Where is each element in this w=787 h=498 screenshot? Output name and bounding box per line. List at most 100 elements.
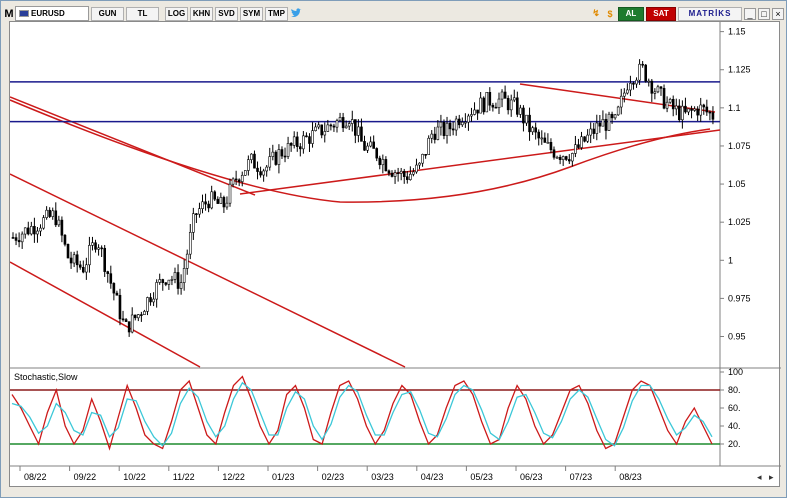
- candle-body: [118, 294, 122, 320]
- candle-body: [289, 143, 293, 146]
- stoch-tick-label: 20.: [728, 439, 741, 449]
- candle-body: [577, 144, 580, 148]
- dollar-icon[interactable]: $: [607, 8, 613, 19]
- time-tick-label: 04/23: [421, 472, 444, 482]
- khn-button[interactable]: KHN: [190, 6, 213, 21]
- candle-body: [262, 170, 265, 176]
- candle-body: [250, 153, 253, 160]
- candle-body: [243, 170, 247, 176]
- period-gun-button[interactable]: GUN: [91, 6, 124, 21]
- candle-body: [329, 124, 333, 127]
- candle-body: [344, 125, 348, 129]
- log-button[interactable]: LOG: [165, 6, 188, 21]
- period-tl-button[interactable]: TL: [126, 6, 159, 21]
- candle-body: [51, 210, 55, 217]
- twitter-icon[interactable]: [290, 8, 302, 20]
- candle-body: [650, 80, 654, 94]
- candle-body: [644, 64, 648, 82]
- candle-body: [137, 314, 140, 319]
- price-tick-label: 0.95: [728, 332, 746, 342]
- stoch-tick-label: 60.: [728, 403, 741, 413]
- refresh-icon[interactable]: ↯: [592, 8, 600, 18]
- candle-body: [430, 133, 434, 139]
- candle-body: [106, 271, 110, 274]
- candle-body: [11, 237, 15, 239]
- symbol-selector[interactable]: EURUSD: [15, 6, 89, 21]
- tmp-label: TMP: [268, 9, 285, 18]
- candle-body: [33, 226, 36, 235]
- candle-body: [393, 172, 397, 177]
- svd-button[interactable]: SVD: [215, 6, 238, 21]
- time-tick-label: 01/23: [272, 472, 295, 482]
- svd-label: SVD: [218, 9, 235, 18]
- candle-body: [127, 321, 131, 333]
- candle-body: [607, 113, 611, 131]
- candle-body: [75, 254, 79, 266]
- candle-body: [360, 126, 363, 142]
- candle-body: [63, 234, 67, 245]
- candle-body: [583, 136, 586, 142]
- candle-body: [555, 156, 559, 159]
- candle-body: [531, 127, 534, 133]
- candle-body: [567, 159, 571, 162]
- sell-label: SAT: [653, 9, 669, 18]
- candle-body: [580, 136, 583, 148]
- candle-body: [228, 183, 232, 204]
- candle-body: [616, 106, 620, 116]
- candle-body: [357, 126, 360, 136]
- candle-body: [354, 119, 357, 136]
- candle-body: [626, 89, 629, 94]
- candle-body: [684, 105, 687, 113]
- candle-body: [317, 124, 320, 128]
- candle-body: [574, 144, 577, 154]
- candle-body: [659, 86, 663, 89]
- candle-body: [540, 137, 544, 140]
- candle-body: [305, 135, 308, 138]
- tmp-button[interactable]: TMP: [265, 6, 288, 21]
- candle-body: [100, 247, 103, 250]
- candle-body: [387, 170, 391, 174]
- candle-body: [14, 237, 18, 241]
- buy-button[interactable]: AL: [618, 6, 644, 21]
- sym-button[interactable]: SYM: [240, 6, 263, 21]
- candle-body: [192, 213, 195, 233]
- candle-body: [405, 176, 409, 180]
- period-tl-label: TL: [137, 9, 148, 18]
- maximize-icon[interactable]: □: [758, 7, 770, 20]
- stochastic-title: Stochastic,Slow: [14, 372, 78, 382]
- candle-body: [601, 119, 605, 127]
- candle-body: [384, 159, 388, 172]
- minimize-icon[interactable]: _: [744, 7, 756, 20]
- candle-body: [427, 137, 430, 155]
- candle-body: [292, 136, 296, 146]
- menu-button[interactable]: M: [4, 7, 14, 20]
- candle-body: [671, 98, 675, 110]
- candle-body: [188, 232, 192, 255]
- candle-body: [97, 247, 100, 250]
- candle-body: [415, 164, 418, 173]
- candle-body: [571, 153, 574, 162]
- candle-body: [158, 279, 162, 283]
- candle-body: [445, 122, 449, 136]
- candle-body: [635, 79, 638, 85]
- candle-body: [638, 63, 641, 81]
- candle-body: [690, 108, 693, 111]
- candle-body: [198, 208, 201, 215]
- candle-body: [451, 128, 455, 131]
- candle-body: [204, 201, 207, 205]
- stoch-tick-label: 100: [728, 367, 743, 377]
- candle-body: [363, 141, 366, 151]
- candle-body: [592, 128, 596, 134]
- candle-body: [94, 242, 97, 250]
- chart-area[interactable]: 1.15 1.125 1.1 1.075 1.05 1.025 1 0.975 0.95 08/2…: [9, 21, 781, 487]
- sell-button[interactable]: SAT: [646, 6, 676, 21]
- candle-body: [525, 114, 528, 124]
- candle-body: [155, 282, 158, 300]
- candle-body: [461, 121, 464, 126]
- symbol-label: EURUSD: [31, 9, 65, 18]
- candle-body: [506, 98, 510, 111]
- candle-body: [589, 128, 592, 136]
- candle-body: [399, 170, 403, 174]
- candle-body: [347, 123, 351, 127]
- close-icon[interactable]: ×: [772, 7, 784, 20]
